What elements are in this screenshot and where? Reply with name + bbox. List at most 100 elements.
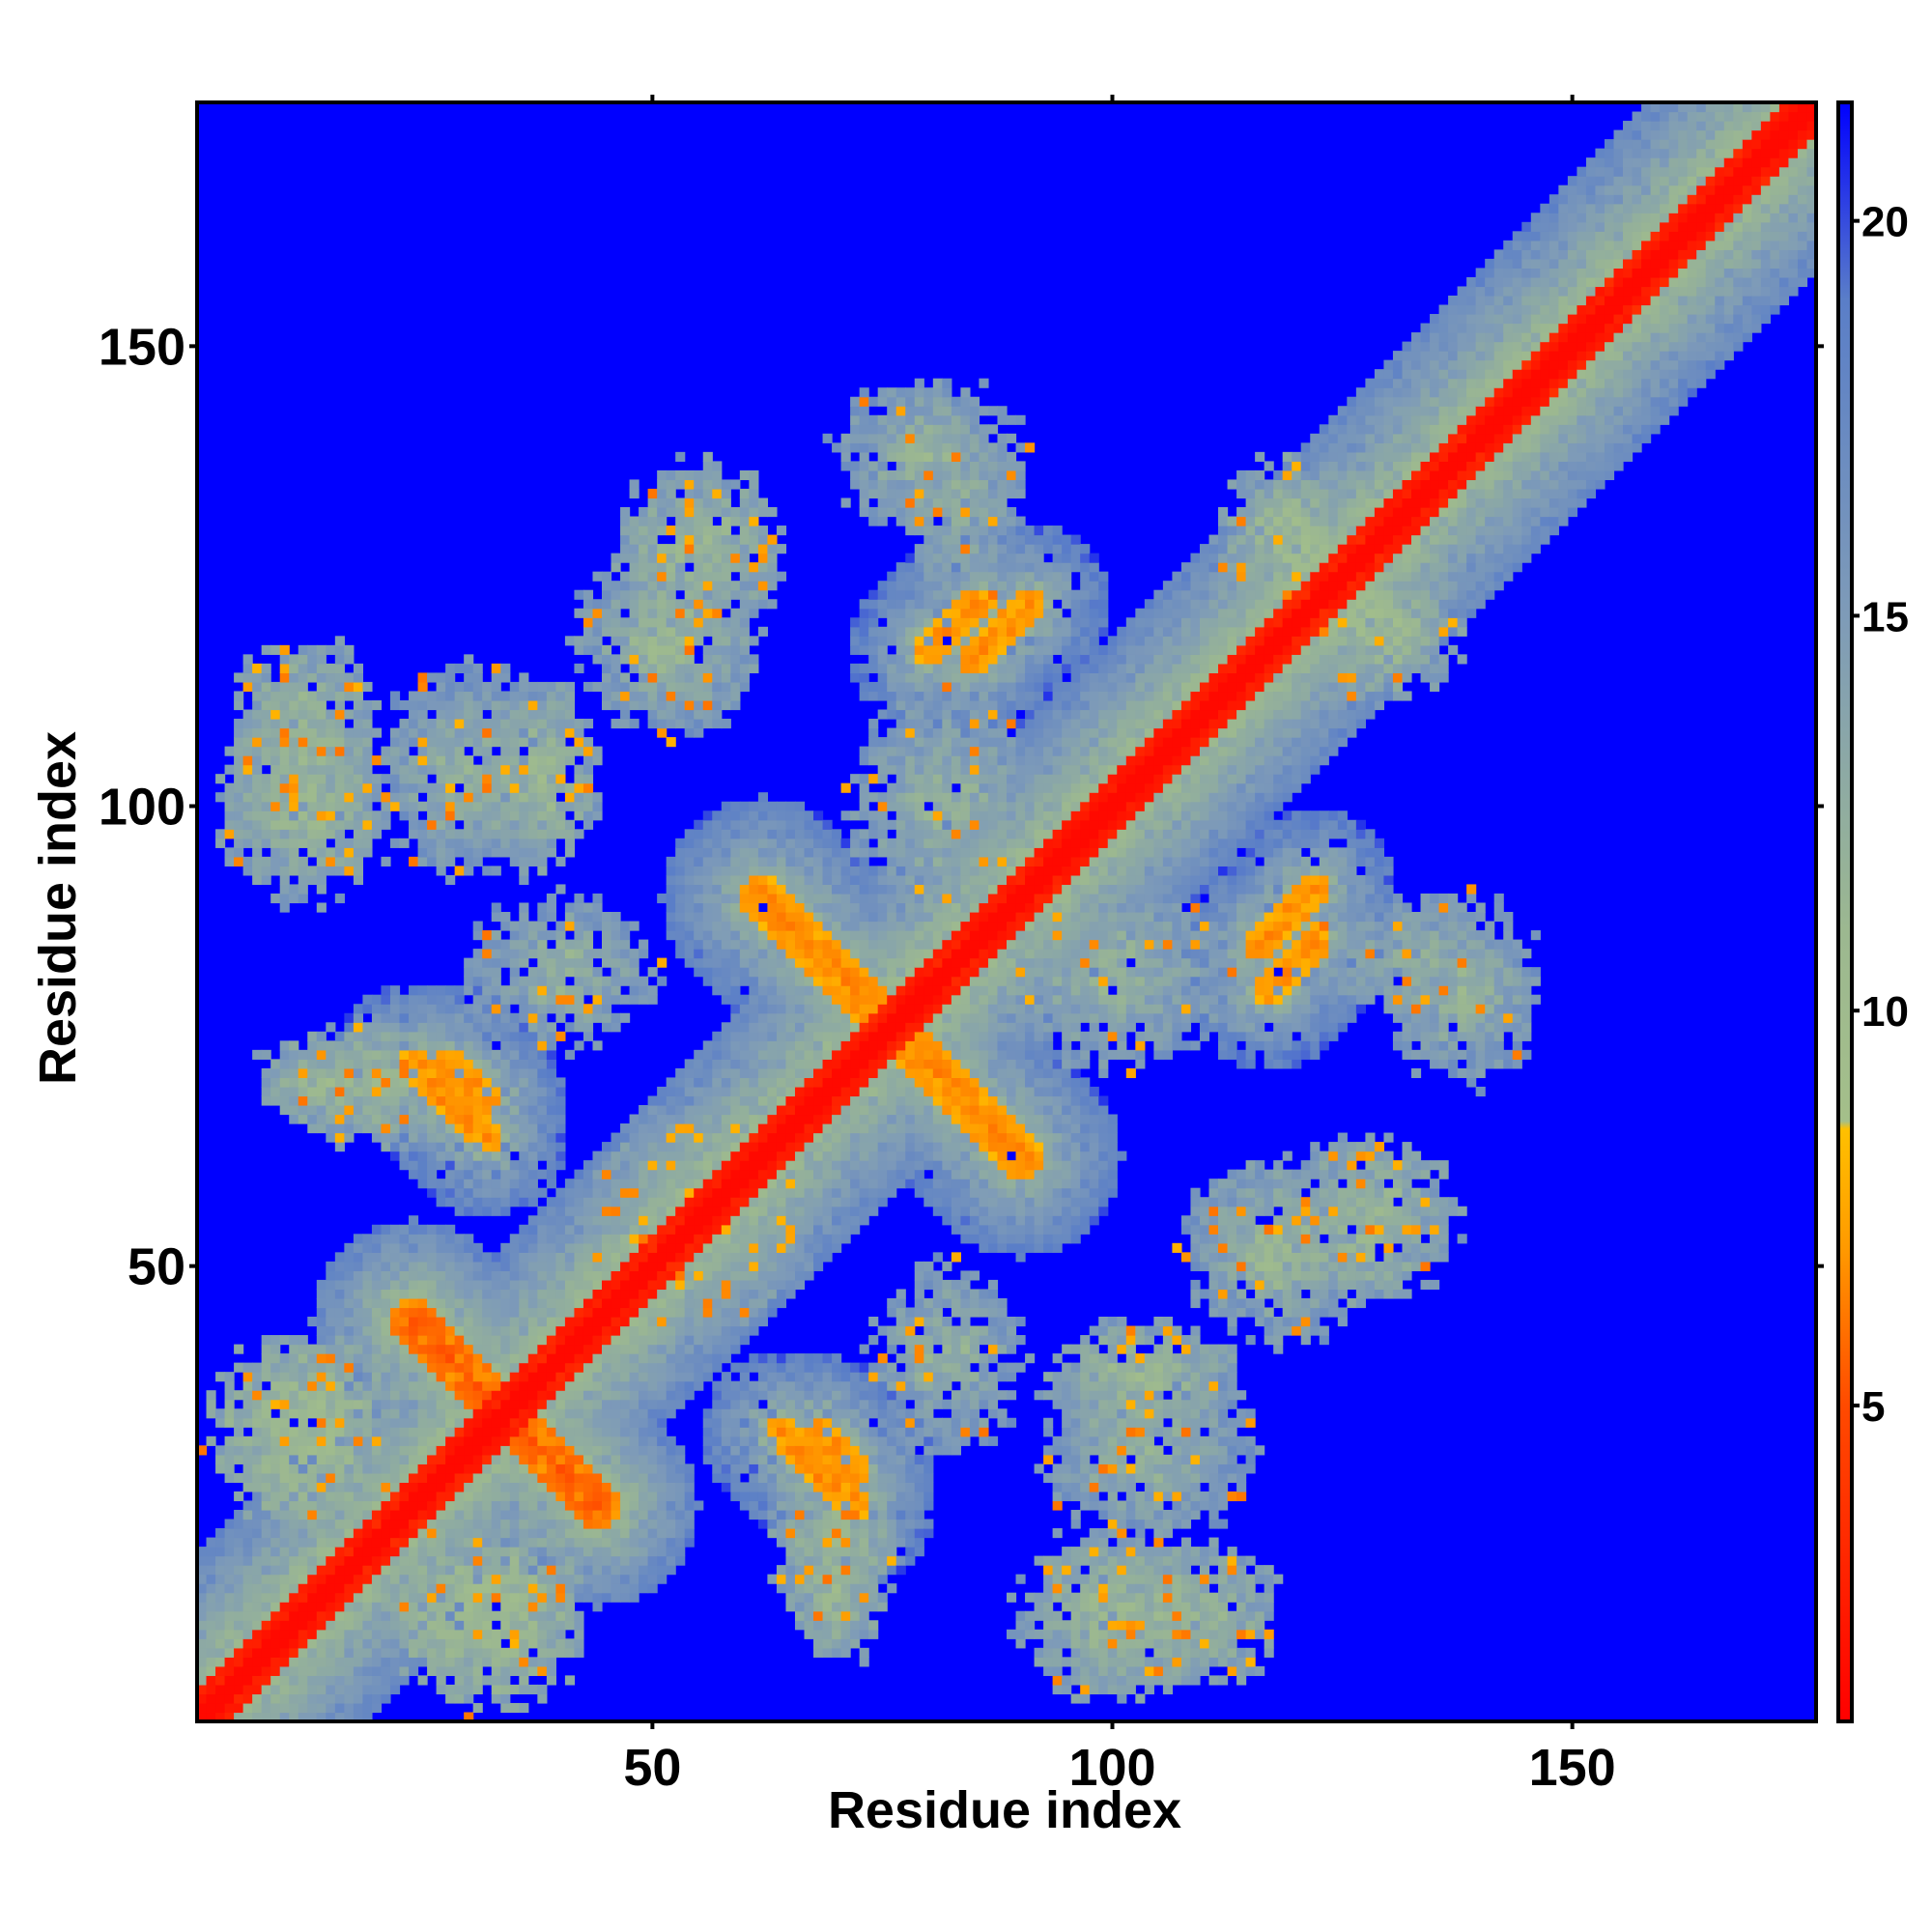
heatmap-cell	[527, 1491, 538, 1502]
heatmap-cell	[224, 847, 235, 858]
heatmap-cell	[464, 1657, 474, 1667]
heatmap-cell	[527, 1565, 538, 1576]
heatmap-cell	[564, 1647, 576, 1658]
heatmap-cell	[730, 1325, 741, 1336]
heatmap-cell	[491, 1684, 501, 1695]
heatmap-cell	[389, 1417, 401, 1428]
heatmap-cell	[362, 1399, 373, 1409]
heatmap-cell	[362, 1435, 373, 1446]
heatmap-cell	[592, 1482, 603, 1492]
heatmap-cell	[289, 810, 299, 821]
heatmap-cell	[224, 1620, 235, 1631]
heatmap-cell	[242, 1435, 253, 1446]
heatmap-cell	[582, 939, 594, 950]
heatmap-cell	[500, 1675, 511, 1686]
heatmap-cell	[445, 1362, 456, 1373]
heatmap-cell	[334, 1574, 345, 1584]
heatmap-cell	[647, 1500, 658, 1511]
heatmap-cell	[464, 1187, 474, 1198]
heatmap-cell	[721, 1408, 731, 1419]
heatmap-cell	[629, 1261, 639, 1271]
heatmap-cell	[684, 488, 695, 499]
heatmap-cell	[381, 1610, 391, 1621]
heatmap-cell	[427, 1031, 438, 1041]
heatmap-cell	[326, 1399, 336, 1409]
heatmap-cell	[261, 1547, 271, 1557]
heatmap-cell	[353, 1289, 364, 1299]
heatmap-cell	[582, 1004, 594, 1014]
heatmap-cell	[371, 1317, 383, 1327]
heatmap-cell	[454, 1463, 465, 1474]
heatmap-cell	[555, 1224, 566, 1235]
heatmap-cell	[482, 1408, 493, 1419]
heatmap-cell	[289, 1565, 299, 1576]
heatmap-cell	[712, 1151, 723, 1161]
heatmap-cell	[427, 1528, 438, 1539]
heatmap-cell	[611, 1022, 621, 1033]
heatmap-cell	[629, 608, 639, 618]
heatmap-cell	[574, 719, 584, 729]
heatmap-cell	[694, 608, 704, 618]
heatmap-cell	[279, 727, 290, 738]
heatmap-cell	[639, 1500, 649, 1511]
heatmap-cell	[252, 1427, 263, 1437]
heatmap-cell	[639, 526, 649, 536]
heatmap-cell	[739, 544, 750, 554]
heatmap-cell	[519, 672, 529, 683]
heatmap-cell	[702, 1252, 713, 1263]
heatmap-cell	[344, 1040, 355, 1051]
heatmap-cell	[509, 939, 520, 950]
heatmap-cell	[427, 1657, 438, 1667]
heatmap-cell	[316, 902, 327, 913]
heatmap-cell	[270, 866, 281, 876]
heatmap-cell	[647, 1445, 658, 1456]
heatmap-cell	[602, 1362, 612, 1373]
heatmap-cell	[527, 1252, 538, 1263]
heatmap-cell	[611, 599, 621, 610]
heatmap-cell	[445, 1040, 456, 1051]
heatmap-cell	[657, 1261, 668, 1271]
heatmap-cell	[215, 1547, 226, 1557]
heatmap-cell	[666, 1372, 676, 1382]
heatmap-cell	[500, 847, 511, 858]
heatmap-cell	[417, 1132, 428, 1143]
heatmap-cell	[454, 1151, 465, 1161]
heatmap-cell	[472, 1040, 483, 1051]
heatmap-cell	[316, 801, 327, 811]
heatmap-cell	[712, 902, 723, 913]
heatmap-cell	[381, 1353, 391, 1364]
heatmap-cell	[582, 1583, 594, 1594]
heatmap-cell	[464, 1565, 474, 1576]
heatmap-cell	[582, 626, 594, 637]
heatmap-cell	[702, 1215, 713, 1226]
heatmap-cell	[564, 1445, 576, 1456]
heatmap-cell	[399, 1344, 410, 1354]
heatmap-cell	[399, 1565, 410, 1576]
heatmap-cell	[694, 534, 704, 545]
heatmap-cell	[215, 1408, 226, 1419]
heatmap-cell	[694, 516, 704, 526]
heatmap-cell	[657, 617, 668, 628]
heatmap-cell	[316, 874, 327, 886]
heatmap-cell	[694, 1197, 704, 1208]
heatmap-cell	[537, 1592, 548, 1603]
heatmap-cell	[519, 1537, 529, 1548]
heatmap-cell	[472, 774, 483, 784]
heatmap-cell	[362, 1675, 373, 1686]
heatmap-cell	[445, 1693, 456, 1704]
heatmap-cell	[582, 755, 594, 766]
heatmap-cell	[270, 1647, 281, 1658]
heatmap-cell	[399, 1408, 410, 1419]
heatmap-cell	[712, 617, 723, 628]
heatmap-cell	[427, 1160, 438, 1171]
heatmap-cell	[702, 1307, 713, 1318]
heatmap-cell	[500, 810, 511, 821]
heatmap-cell	[739, 1390, 750, 1401]
heatmap-cell	[702, 1362, 713, 1373]
heatmap-cell	[527, 921, 538, 931]
heatmap-cell	[491, 1500, 501, 1511]
heatmap-cell	[261, 1067, 271, 1079]
heatmap-cell	[611, 1528, 621, 1539]
heatmap-cell	[639, 699, 649, 711]
heatmap-cell	[555, 1528, 566, 1539]
